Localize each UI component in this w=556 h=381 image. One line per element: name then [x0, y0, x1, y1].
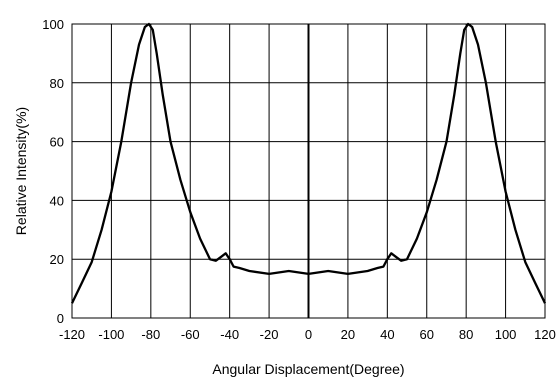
- x-tick-label: 100: [495, 327, 517, 342]
- y-tick-label: 0: [57, 311, 64, 326]
- x-tick-label: 120: [534, 327, 556, 342]
- y-tick-label: 80: [50, 76, 64, 91]
- y-tick-label: 40: [50, 193, 64, 208]
- series-line: [70, 22, 547, 304]
- x-tick-label: 80: [459, 327, 473, 342]
- x-tick-label: -80: [141, 327, 160, 342]
- tick-labels: -120 -100 -80 -60 -40 -20 0 20 40 60 80 100 120 0 20 40…: [42, 17, 556, 342]
- x-tick-label: 40: [380, 327, 394, 342]
- x-tick-label: -40: [220, 327, 239, 342]
- x-tick-label: -100: [98, 327, 124, 342]
- y-tick-label: 60: [50, 135, 64, 150]
- plot-area-frame: [71, 23, 546, 319]
- y-axis-title: Relative Intensity(%): [13, 107, 29, 235]
- x-tick-label: -120: [59, 327, 85, 342]
- x-axis-title: Angular Displacement(Degree): [212, 361, 404, 377]
- x-tick-label: -60: [181, 327, 200, 342]
- x-tick-label: 60: [420, 327, 434, 342]
- y-tick-label: 20: [50, 252, 64, 267]
- y-tick-label: 100: [42, 17, 64, 32]
- x-tick-label: 20: [341, 327, 355, 342]
- x-tick-label: -20: [260, 327, 279, 342]
- x-tick-label: 0: [305, 327, 312, 342]
